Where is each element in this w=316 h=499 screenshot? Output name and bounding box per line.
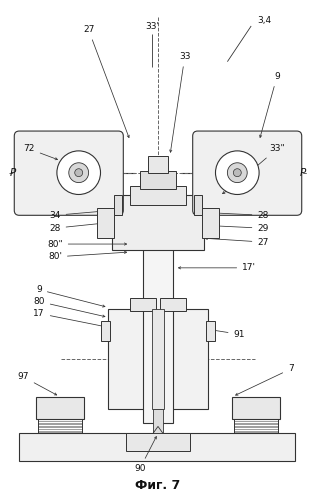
Text: 80: 80 bbox=[33, 297, 105, 317]
Text: 80": 80" bbox=[47, 240, 127, 249]
Bar bbox=[153, 409, 163, 433]
Text: 90: 90 bbox=[134, 437, 156, 473]
Bar bbox=[100, 321, 110, 341]
Text: 17: 17 bbox=[33, 309, 105, 327]
Bar bbox=[36, 397, 84, 419]
Text: 91: 91 bbox=[211, 329, 245, 339]
Text: P: P bbox=[300, 168, 306, 178]
Circle shape bbox=[233, 169, 241, 177]
Text: 17': 17' bbox=[179, 263, 256, 272]
Bar bbox=[97, 209, 114, 238]
Text: 27: 27 bbox=[205, 238, 269, 247]
Bar bbox=[160, 297, 186, 311]
Text: 28: 28 bbox=[205, 211, 269, 220]
Text: 97: 97 bbox=[17, 372, 57, 395]
Text: 27: 27 bbox=[83, 25, 129, 138]
Text: 29: 29 bbox=[205, 224, 269, 233]
Bar bbox=[112, 196, 204, 250]
Text: 34: 34 bbox=[49, 210, 109, 220]
Text: 33": 33" bbox=[252, 144, 285, 170]
Text: 72: 72 bbox=[23, 144, 58, 160]
Bar bbox=[148, 156, 168, 173]
Text: Фиг. 7: Фиг. 7 bbox=[135, 480, 181, 493]
Circle shape bbox=[228, 163, 247, 183]
Bar bbox=[232, 397, 280, 419]
Text: 33': 33' bbox=[145, 22, 159, 31]
Bar bbox=[130, 297, 156, 311]
Text: 80': 80' bbox=[48, 251, 127, 261]
Bar bbox=[140, 171, 176, 189]
Bar bbox=[152, 309, 164, 409]
Bar bbox=[194, 196, 202, 215]
Bar bbox=[206, 321, 216, 341]
Bar bbox=[202, 209, 219, 238]
Text: 28: 28 bbox=[49, 222, 109, 233]
Text: 3,4: 3,4 bbox=[257, 15, 271, 24]
Bar bbox=[126, 433, 190, 451]
Circle shape bbox=[216, 151, 259, 195]
Bar bbox=[19, 433, 295, 461]
Bar bbox=[108, 309, 208, 409]
Text: P: P bbox=[10, 168, 16, 178]
Circle shape bbox=[57, 151, 100, 195]
Bar bbox=[143, 230, 173, 424]
FancyBboxPatch shape bbox=[193, 131, 302, 215]
Bar bbox=[114, 196, 122, 215]
Text: 11: 11 bbox=[222, 176, 249, 194]
FancyBboxPatch shape bbox=[14, 131, 123, 215]
Text: 33: 33 bbox=[170, 52, 191, 152]
Bar bbox=[130, 186, 186, 206]
Text: 9: 9 bbox=[260, 72, 280, 137]
Text: 9: 9 bbox=[36, 285, 105, 307]
Text: 7: 7 bbox=[236, 364, 294, 395]
Circle shape bbox=[75, 169, 83, 177]
Circle shape bbox=[69, 163, 88, 183]
